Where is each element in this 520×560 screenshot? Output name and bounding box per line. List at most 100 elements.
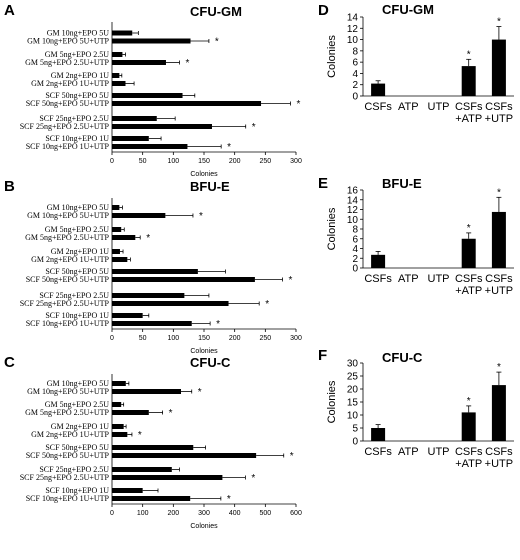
- category-label: SCF 25ng+EPO 2.5U+UTP: [20, 122, 110, 131]
- category-label: CSFs: [364, 273, 392, 285]
- bar: [491, 39, 506, 96]
- significance-star: *: [296, 99, 300, 110]
- panel-title: CFU-GM: [190, 4, 242, 19]
- category-label: SCF 50ng+EPO 5U+UTP: [26, 275, 110, 284]
- significance-star: *: [467, 49, 471, 60]
- x-tick-label: 200: [167, 510, 179, 517]
- panel-f: F CFU-C CSFs ATP UTP * CSFs +ATP * CSFs +UTP 0 5 10 15…: [318, 347, 514, 470]
- x-tick-label: 200: [229, 335, 241, 342]
- y-tick-label: 6: [352, 58, 358, 69]
- x-tick-label: 0: [110, 158, 114, 165]
- significance-star: *: [215, 37, 219, 48]
- panel-title: CFU-C: [382, 350, 423, 365]
- bar: [112, 249, 120, 254]
- category-label: SCF 25ng+EPO 2.5U: [39, 465, 109, 474]
- y-tick-label: 15: [347, 398, 359, 409]
- panel-title: BFU-E: [190, 179, 230, 194]
- bar: [112, 30, 133, 36]
- significance-star: *: [467, 396, 471, 407]
- category-label: SCF 25ng+EPO 2.5U: [39, 291, 109, 300]
- bar: [112, 424, 124, 429]
- y-tick-label: 0: [352, 264, 358, 275]
- significance-star: *: [251, 473, 255, 484]
- category-label: GM 10ng+EPO 5U: [47, 29, 110, 38]
- significance-star: *: [252, 122, 256, 133]
- category-label: SCF 10ng+EPO 1U+UTP: [26, 319, 110, 328]
- bar: [112, 381, 126, 386]
- category-label: GM 5ng+EPO 2.5U+UTP: [25, 58, 109, 67]
- y-tick-label: 20: [347, 385, 359, 396]
- category-label: SCF 25ng+EPO 2.5U+UTP: [20, 299, 110, 308]
- category-label: SCF 50ng+EPO 5U+UTP: [26, 451, 110, 460]
- category-label: CSFs +UTP: [485, 273, 513, 297]
- category-label: GM 10ng+EPO 5U: [47, 379, 110, 388]
- significance-star: *: [467, 223, 471, 234]
- x-tick-label: 300: [198, 510, 210, 517]
- y-axis-label: Colonies: [326, 35, 338, 78]
- category-label: GM 5ng+EPO 2.5U: [45, 400, 110, 409]
- panel-letter: C: [4, 354, 15, 371]
- category-label: CSFs: [364, 101, 392, 113]
- y-tick-label: 0: [352, 437, 358, 448]
- category-label: GM 10ng+EPO 5U+UTP: [27, 37, 109, 46]
- category-label: GM 5ng+EPO 2.5U+UTP: [25, 408, 109, 417]
- bar: [112, 389, 181, 394]
- bar: [112, 402, 122, 407]
- bar: [112, 60, 166, 65]
- significance-star: *: [138, 430, 142, 441]
- x-tick-label: 300: [290, 158, 302, 165]
- category-label: GM 2ng+EPO 1U: [51, 71, 110, 80]
- category-label: GM 2ng+EPO 1U: [51, 247, 110, 256]
- bar: [112, 136, 149, 141]
- bar: [112, 205, 120, 210]
- panel-title: CFU-C: [190, 355, 231, 370]
- bar: [112, 301, 229, 306]
- bar: [112, 73, 120, 78]
- bar: [112, 321, 192, 326]
- x-axis-label: Colonies: [190, 348, 218, 355]
- bar: [112, 38, 191, 44]
- x-tick-label: 50: [139, 335, 147, 342]
- category-label: SCF 10ng+EPO 1U: [45, 486, 109, 495]
- bar: [112, 293, 185, 298]
- category-label: UTP: [428, 273, 450, 285]
- x-tick-label: 400: [229, 510, 241, 517]
- x-tick-label: 250: [259, 158, 271, 165]
- y-tick-label: 16: [347, 186, 359, 197]
- category-label: ATP: [398, 446, 419, 458]
- bar: [491, 385, 506, 441]
- category-label: UTP: [428, 101, 450, 113]
- bar: [112, 467, 172, 472]
- y-axis-label: Colonies: [326, 380, 338, 423]
- bar: [112, 144, 188, 149]
- y-tick-label: 30: [347, 359, 359, 370]
- bar: [461, 412, 476, 441]
- category-label: GM 2ng+EPO 1U: [51, 422, 110, 431]
- category-label: CSFs: [364, 446, 392, 458]
- x-tick-label: 100: [137, 510, 149, 517]
- x-tick-label: 100: [167, 158, 179, 165]
- panel-letter: E: [318, 175, 328, 192]
- significance-star: *: [198, 387, 202, 398]
- significance-star: *: [497, 362, 501, 373]
- bar: [112, 277, 255, 282]
- significance-star: *: [227, 494, 231, 505]
- bar: [371, 428, 386, 441]
- category-label: SCF 25ng+EPO 2.5U+UTP: [20, 473, 110, 482]
- category-label: GM 10ng+EPO 5U+UTP: [27, 387, 109, 396]
- category-label: CSFs +ATP: [455, 273, 483, 297]
- bar: [491, 211, 506, 268]
- bar: [112, 488, 143, 493]
- x-tick-label: 50: [139, 158, 147, 165]
- bar: [112, 52, 123, 57]
- category-label: GM 10ng+EPO 5U+UTP: [27, 211, 109, 220]
- y-tick-label: 5: [352, 424, 358, 435]
- category-label: CSFs +ATP: [455, 446, 483, 470]
- y-tick-label: 14: [347, 13, 359, 24]
- bar: [112, 116, 157, 121]
- y-tick-label: 4: [352, 69, 358, 80]
- bar: [112, 101, 262, 106]
